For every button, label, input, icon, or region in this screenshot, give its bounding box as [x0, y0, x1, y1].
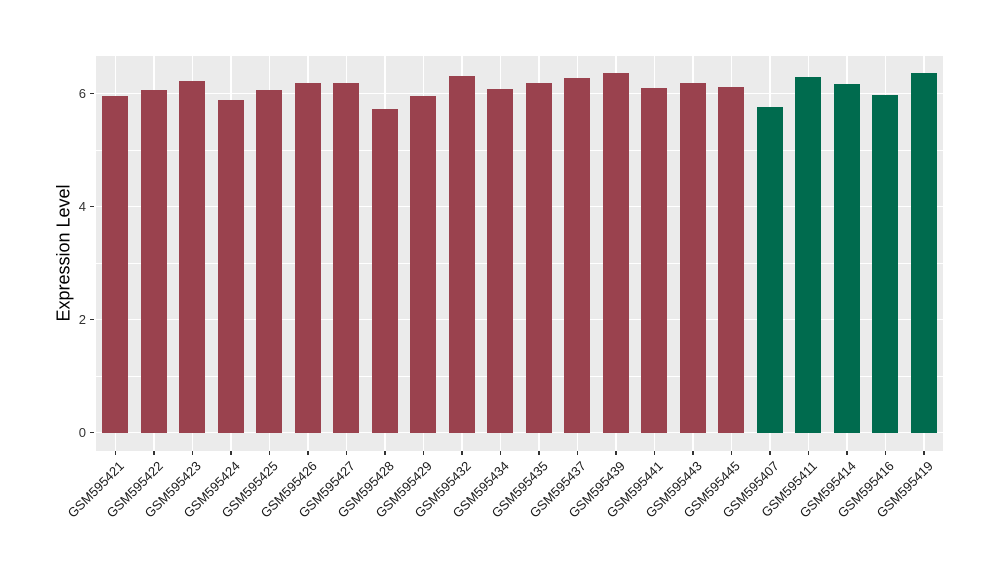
- x-axis-tick-GSM595435: [538, 451, 540, 455]
- bar-GSM595424: [217, 99, 244, 433]
- plot-panel: [96, 56, 943, 451]
- x-axis-tick-GSM595437: [576, 451, 578, 455]
- bar-GSM595437: [564, 77, 591, 433]
- bar-GSM595434: [487, 88, 514, 433]
- x-axis-tick-GSM595424: [230, 451, 232, 455]
- gridline-minor-y-5: [96, 149, 943, 151]
- x-axis-tick-GSM595439: [615, 451, 617, 455]
- bar-GSM595425: [256, 89, 283, 433]
- x-axis-tick-GSM595427: [345, 451, 347, 455]
- x-axis-tick-GSM595434: [499, 451, 501, 455]
- y-axis-tick-label-6: 6: [78, 86, 86, 101]
- gridline-major-y-6: [96, 92, 943, 95]
- bar-GSM595422: [140, 89, 167, 433]
- gridline-major-y-0: [96, 431, 943, 434]
- x-axis-tick-GSM595422: [153, 451, 155, 455]
- bar-GSM595429: [410, 95, 437, 433]
- y-axis-tick-label-2: 2: [78, 312, 86, 327]
- x-axis-tick-GSM595441: [653, 451, 655, 455]
- bar-GSM595439: [602, 73, 629, 433]
- x-axis-tick-GSM595445: [730, 451, 732, 455]
- x-axis-tick-GSM595432: [461, 451, 463, 455]
- y-axis-tick-6: [90, 92, 94, 95]
- gridline-minor-y-1: [96, 375, 943, 377]
- x-axis-tick-GSM595425: [268, 451, 270, 455]
- bar-GSM595441: [641, 88, 668, 433]
- bar-GSM595432: [448, 76, 475, 433]
- bar-GSM595426: [294, 83, 321, 433]
- bar-GSM595443: [679, 82, 706, 433]
- bar-GSM595427: [333, 83, 360, 433]
- bar-GSM595414: [833, 84, 860, 433]
- bar-GSM595435: [525, 83, 552, 433]
- y-axis-tick-label-4: 4: [78, 199, 86, 214]
- bar-GSM595419: [910, 73, 937, 433]
- x-axis-tick-GSM595416: [884, 451, 886, 455]
- x-axis-tick-GSM595423: [191, 451, 193, 455]
- y-axis-tick-0: [90, 431, 94, 434]
- bar-GSM595411: [795, 77, 822, 433]
- x-axis-tick-GSM595414: [846, 451, 848, 455]
- y-axis-tick-2: [90, 318, 94, 321]
- y-axis-tick-4: [90, 205, 94, 208]
- y-axis-tick-label-0: 0: [78, 425, 86, 440]
- gridline-major-y-4: [96, 205, 943, 208]
- gridline-major-y-2: [96, 318, 943, 321]
- bar-GSM595423: [179, 81, 206, 433]
- x-axis-tick-GSM595426: [307, 451, 309, 455]
- x-axis-tick-GSM595429: [422, 451, 424, 455]
- x-axis-tick-GSM595428: [384, 451, 386, 455]
- x-axis-tick-GSM595411: [807, 451, 809, 455]
- x-axis-tick-GSM595421: [114, 451, 116, 455]
- x-axis-tick-GSM595419: [923, 451, 925, 455]
- bar-GSM595416: [872, 94, 899, 433]
- x-axis-tick-GSM595443: [692, 451, 694, 455]
- bar-GSM595421: [102, 96, 129, 433]
- bar-GSM595445: [718, 86, 745, 433]
- x-axis-tick-GSM595407: [769, 451, 771, 455]
- bar-GSM595407: [756, 106, 783, 433]
- gridline-minor-y-3: [96, 262, 943, 264]
- bar-GSM595428: [371, 108, 398, 433]
